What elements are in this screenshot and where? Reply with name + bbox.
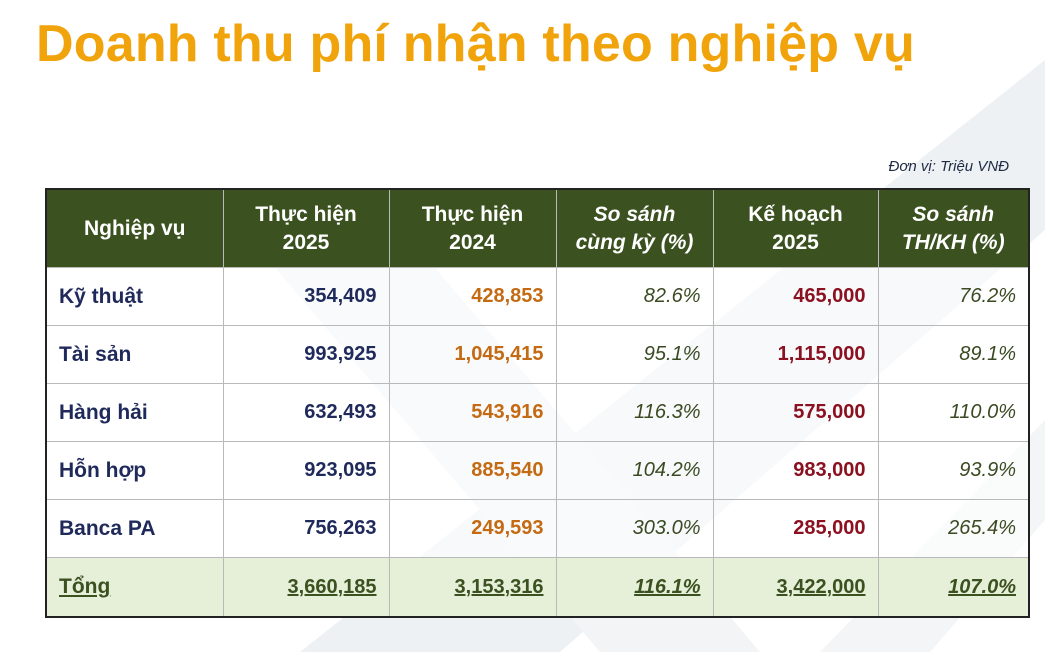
revenue-table: Nghiệp vụ Thực hiện 2025 Thực hiện 2024 So… xyxy=(45,188,1030,618)
table-row: Hỗn hợp 923,095 885,540 104.2% 983,000 9… xyxy=(45,441,1030,500)
cell-th2024: 428,853 xyxy=(388,267,557,326)
header-nghiep-vu: Nghiệp vụ xyxy=(45,188,224,268)
total-name: Tổng xyxy=(45,557,224,618)
header-so-sanh-cung-ky: So sánh cùng kỳ (%) xyxy=(555,188,714,268)
cell-thkh: 265.4% xyxy=(877,499,1030,558)
row-name: Hàng hải xyxy=(45,383,224,442)
unit-note: Đơn vị: Triệu VNĐ xyxy=(888,158,1009,175)
cell-th2024: 543,916 xyxy=(388,383,557,442)
cell-kh2025: 983,000 xyxy=(712,441,879,500)
total-yoy: 116.1% xyxy=(555,557,714,618)
cell-th2025: 923,095 xyxy=(222,441,390,500)
cell-thkh: 89.1% xyxy=(877,325,1030,384)
cell-th2024: 249,593 xyxy=(388,499,557,558)
row-name: Hỗn hợp xyxy=(45,441,224,500)
total-row: Tổng 3,660,185 3,153,316 116.1% 3,422,00… xyxy=(45,557,1030,618)
cell-th2024: 885,540 xyxy=(388,441,557,500)
header-thuc-hien-2025: Thực hiện 2025 xyxy=(222,188,390,268)
header-so-sanh-th-kh: So sánh TH/KH (%) xyxy=(877,188,1030,268)
cell-yoy: 116.3% xyxy=(555,383,714,442)
total-th2024: 3,153,316 xyxy=(388,557,557,618)
cell-thkh: 93.9% xyxy=(877,441,1030,500)
cell-kh2025: 465,000 xyxy=(712,267,879,326)
cell-yoy: 95.1% xyxy=(555,325,714,384)
row-name: Kỹ thuật xyxy=(45,267,224,326)
cell-th2025: 993,925 xyxy=(222,325,390,384)
total-kh2025: 3,422,000 xyxy=(712,557,879,618)
cell-yoy: 82.6% xyxy=(555,267,714,326)
cell-th2024: 1,045,415 xyxy=(388,325,557,384)
table-row: Tài sản 993,925 1,045,415 95.1% 1,115,00… xyxy=(45,325,1030,384)
total-th2025: 3,660,185 xyxy=(222,557,390,618)
cell-th2025: 632,493 xyxy=(222,383,390,442)
row-name: Banca PA xyxy=(45,499,224,558)
table-header-row: Nghiệp vụ Thực hiện 2025 Thực hiện 2024 So… xyxy=(45,188,1030,268)
table-row: Kỹ thuật 354,409 428,853 82.6% 465,000 7… xyxy=(45,267,1030,326)
cell-thkh: 76.2% xyxy=(877,267,1030,326)
header-ke-hoach-2025: Kế hoạch 2025 xyxy=(712,188,879,268)
table-row: Banca PA 756,263 249,593 303.0% 285,000 … xyxy=(45,499,1030,558)
row-name: Tài sản xyxy=(45,325,224,384)
cell-yoy: 303.0% xyxy=(555,499,714,558)
table-row: Hàng hải 632,493 543,916 116.3% 575,000 … xyxy=(45,383,1030,442)
cell-th2025: 354,409 xyxy=(222,267,390,326)
cell-kh2025: 285,000 xyxy=(712,499,879,558)
total-thkh: 107.0% xyxy=(877,557,1030,618)
page-title: Doanh thu phí nhận theo nghiệp vụ xyxy=(36,15,915,73)
cell-kh2025: 1,115,000 xyxy=(712,325,879,384)
cell-th2025: 756,263 xyxy=(222,499,390,558)
cell-kh2025: 575,000 xyxy=(712,383,879,442)
header-thuc-hien-2024: Thực hiện 2024 xyxy=(388,188,557,268)
cell-thkh: 110.0% xyxy=(877,383,1030,442)
cell-yoy: 104.2% xyxy=(555,441,714,500)
